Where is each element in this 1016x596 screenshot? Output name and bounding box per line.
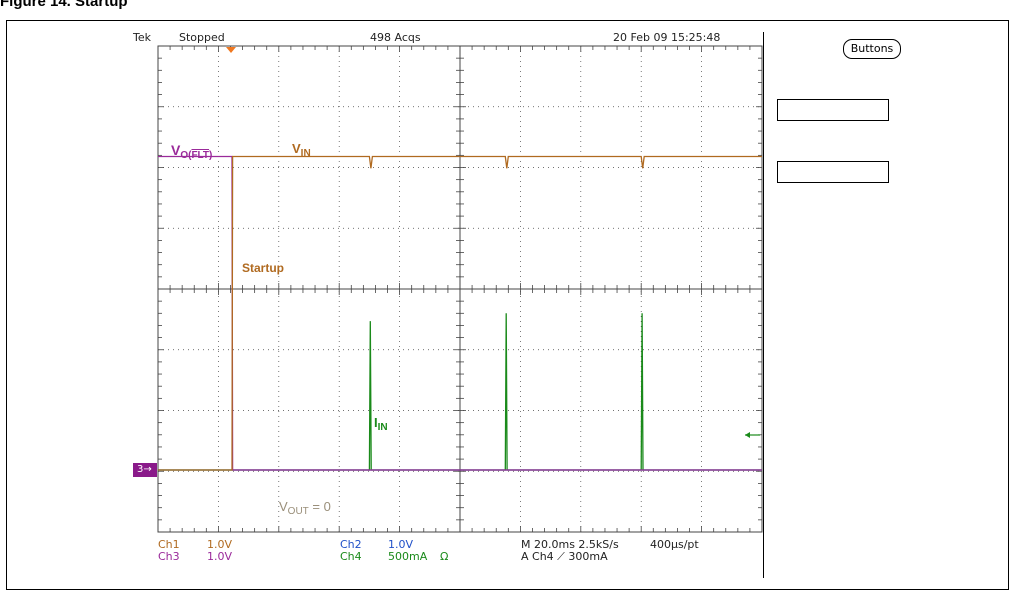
ch1-readout-label: Ch1 <box>158 538 180 551</box>
acquisition-count: 498 Acqs <box>370 31 421 44</box>
ch3-scale: 1.0V <box>207 550 233 563</box>
ch2-readout-label: Ch2 <box>340 538 362 551</box>
ch1-scale: 1.0V <box>207 538 233 551</box>
sample-interval-readout: 400µs/pt <box>650 538 699 551</box>
startup-label: Startup <box>242 261 284 275</box>
vo-flt-label: VO(FLT) <box>171 142 213 161</box>
brand-label: Tek <box>133 31 151 44</box>
panel-divider <box>763 32 764 578</box>
datetime-label: 20 Feb 09 15:25:48 <box>613 31 721 44</box>
vin-label: VIN <box>292 141 311 160</box>
run-state-label: Stopped <box>179 31 225 44</box>
side-menu-box-2[interactable] <box>777 161 889 183</box>
figure-frame <box>6 20 1009 590</box>
vout-label: VOUT = 0 <box>279 499 331 518</box>
buttons-button[interactable]: Buttons <box>843 39 901 59</box>
ohm-icon: Ω <box>440 550 449 563</box>
timebase-readout: M 20.0ms 2.5kS/s <box>521 538 619 551</box>
iin-label: IIN <box>374 415 388 434</box>
ch4-readout-label: Ch4 <box>340 550 362 563</box>
ch3-readout-label: Ch3 <box>158 550 180 563</box>
ch2-scale: 1.0V <box>388 538 414 551</box>
trigger-readout: A Ch4 ⟋ 300mA <box>521 550 608 563</box>
ch4-scale: 500mA <box>388 550 428 563</box>
figure-caption: Figure 14. Startup <box>0 0 128 10</box>
ch3-ground-marker[interactable]: 3→ <box>133 463 157 477</box>
side-menu-box-1[interactable] <box>777 99 889 121</box>
